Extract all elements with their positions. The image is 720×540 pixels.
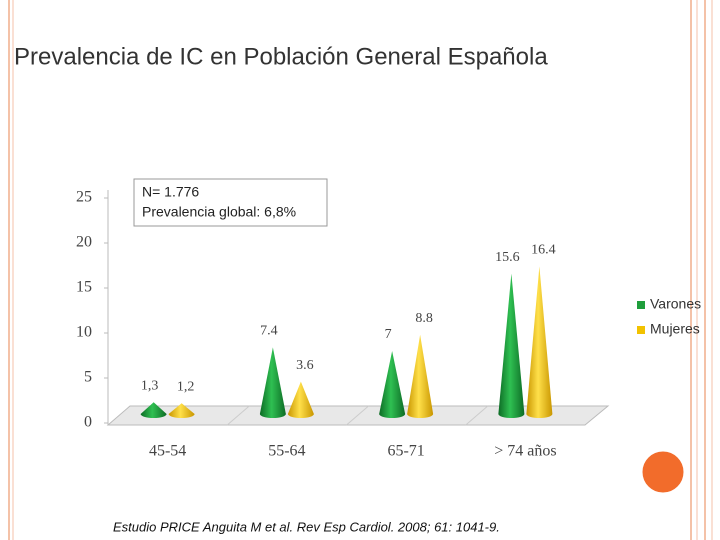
- x-tick-label: > 74 años: [494, 443, 556, 460]
- value-label: 1,2: [177, 379, 195, 394]
- category-divider: [226, 405, 250, 426]
- cone: [379, 351, 406, 418]
- x-tick-label: 55-64: [268, 443, 305, 460]
- y-tick-label: 10: [76, 324, 92, 341]
- category-divider: [346, 405, 369, 426]
- x-tick-label: 45-54: [149, 443, 186, 460]
- decor-circle: [639, 448, 687, 496]
- cone: [407, 334, 434, 418]
- annotation: Prevalencia global: 6,8%: [142, 204, 296, 220]
- source: Estudio PRICE Anguita M et al. Rev Esp C…: [113, 519, 500, 534]
- annotation: N= 1.776: [142, 184, 199, 200]
- y-tick-label: 20: [76, 234, 92, 251]
- value-label: 3.6: [296, 358, 314, 373]
- value-label: 7: [385, 327, 392, 342]
- slide-title: Prevalencia de IC en Población General E…: [14, 43, 548, 70]
- cone: [526, 266, 553, 418]
- x-tick-label: 65-71: [387, 443, 424, 460]
- y-tick-label: 5: [84, 369, 92, 386]
- cone: [140, 402, 167, 418]
- value-label: 15.6: [495, 250, 520, 265]
- value-label: 8.8: [415, 311, 433, 326]
- value-label: 16.4: [531, 243, 556, 258]
- legend-swatch: [637, 301, 645, 309]
- legend-label: Mujeres: [650, 321, 700, 337]
- cone: [287, 381, 314, 418]
- y-tick-label: 25: [76, 189, 92, 206]
- value-label: 7.4: [260, 324, 278, 339]
- value-label: 1,3: [141, 379, 159, 394]
- cone: [498, 273, 525, 418]
- y-tick-label: 15: [76, 279, 92, 296]
- legend-swatch: [637, 326, 645, 334]
- cone: [168, 403, 195, 418]
- y-tick-label: 0: [84, 414, 92, 431]
- cone: [259, 347, 286, 418]
- category-divider: [465, 405, 489, 426]
- annotation-box: [133, 178, 328, 227]
- frame-decoration: [8, 0, 713, 540]
- legend-label: Varones: [650, 296, 701, 312]
